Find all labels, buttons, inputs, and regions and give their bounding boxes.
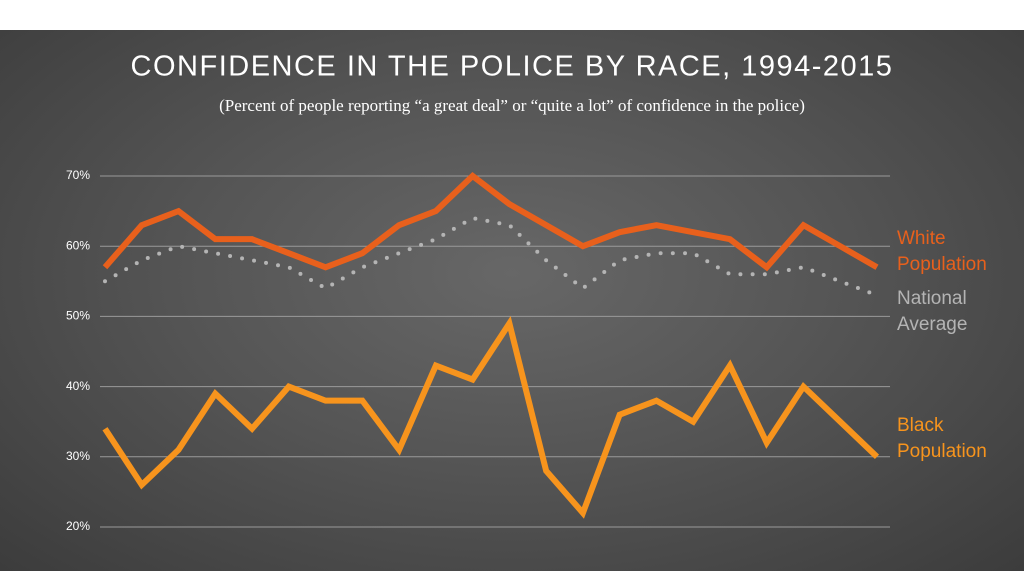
series-line xyxy=(102,316,880,519)
y-tick-label: 30% xyxy=(66,449,90,463)
y-tick-label: 50% xyxy=(66,309,90,323)
chart-subtitle: (Percent of people reporting “a great de… xyxy=(219,96,805,115)
series-line xyxy=(102,172,879,272)
series-line xyxy=(103,216,879,298)
y-tick-label: 70% xyxy=(66,168,90,182)
legend-label: National Average xyxy=(897,288,968,335)
slide xyxy=(0,30,1024,571)
chart-title: CONFIDENCE IN THE POLICE BY RACE, 1994-2… xyxy=(131,51,894,83)
legend-label: Black Population xyxy=(897,415,987,462)
legend-label: White Population xyxy=(897,228,987,275)
y-tick-label: 20% xyxy=(66,519,90,533)
y-tick-label: 60% xyxy=(66,238,90,252)
y-tick-label: 40% xyxy=(66,379,90,393)
